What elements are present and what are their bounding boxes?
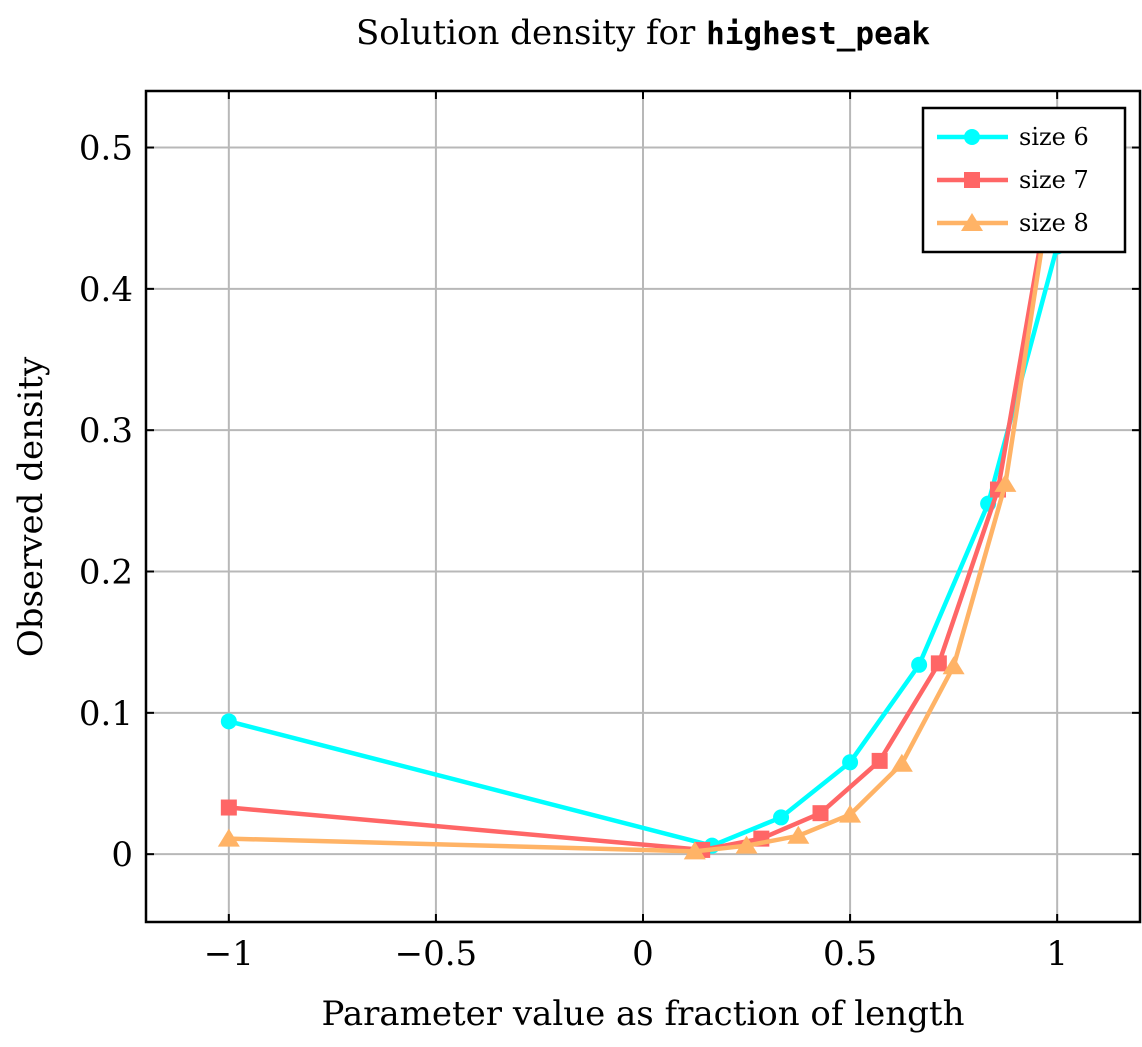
legend-label: size 6 [1019, 123, 1089, 151]
legend-label: size 8 [1019, 209, 1089, 237]
x-tick-label: −0.5 [395, 934, 478, 974]
x-tick-label: 0.5 [823, 934, 877, 974]
legend-entry-size-8: size 8 [937, 209, 1089, 237]
y-tick-label: 0.3 [79, 411, 133, 451]
data-point-size-8 [839, 804, 862, 823]
legend-entry-size-7: size 7 [937, 166, 1089, 194]
y-tick-label: 0.2 [79, 553, 133, 593]
legend: size 6 size 7 size 8 [921, 106, 1127, 254]
data-point-size-8 [217, 828, 240, 847]
x-tick-label: 0 [632, 934, 654, 974]
data-point-size-6 [773, 809, 790, 826]
x-tick-label: 1 [1046, 934, 1068, 974]
legend-label: size 7 [1019, 166, 1089, 194]
y-axis-ticks: 0 0.1 0.2 0.3 0.4 0.5 [79, 129, 1140, 875]
data-point-size-8 [890, 753, 913, 772]
data-point-size-8 [735, 835, 758, 854]
data-point-size-7 [930, 655, 947, 672]
data-point-size-6 [842, 754, 859, 771]
data-point-size-8 [942, 656, 965, 675]
data-point-size-7 [812, 805, 829, 822]
chart-title: Solution density for highest_peak [356, 13, 930, 53]
data-point-size-6 [220, 713, 237, 730]
data-point-size-8 [683, 841, 706, 860]
data-point-size-6 [911, 656, 928, 673]
chart-title-code: highest_peak [706, 16, 930, 52]
legend-entry-size-6: size 6 [937, 123, 1089, 151]
legend-swatch-marker [961, 213, 983, 231]
chart-title-prefix: Solution density for [356, 13, 706, 53]
y-tick-label: 0.5 [79, 129, 133, 169]
x-tick-label: −1 [204, 934, 254, 974]
y-tick-label: 0 [111, 835, 133, 875]
data-point-size-7 [871, 752, 888, 769]
grid [146, 91, 1140, 922]
y-tick-label: 0.1 [79, 694, 133, 734]
x-axis-ticks: −1 −0.5 0 0.5 1 [204, 91, 1068, 974]
y-tick-label: 0.4 [79, 270, 133, 310]
data-point-size-8 [994, 473, 1017, 492]
y-axis-label: Observed density [11, 356, 51, 657]
data-point-size-8 [787, 825, 810, 844]
legend-swatch-marker [964, 129, 980, 145]
legend-swatch-marker [964, 172, 980, 188]
x-axis-label: Parameter value as fraction of length [322, 994, 965, 1034]
data-point-size-7 [220, 799, 237, 816]
